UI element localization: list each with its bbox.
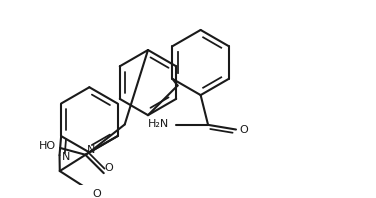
Text: H₂N: H₂N (148, 119, 169, 129)
Text: N: N (62, 152, 70, 162)
Text: O: O (239, 125, 248, 134)
Text: O: O (92, 189, 102, 198)
Text: HO: HO (39, 141, 56, 151)
Text: O: O (104, 164, 113, 173)
Text: N: N (87, 145, 96, 155)
